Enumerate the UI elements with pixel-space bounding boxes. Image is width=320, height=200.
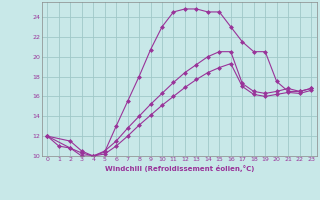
- X-axis label: Windchill (Refroidissement éolien,°C): Windchill (Refroidissement éolien,°C): [105, 165, 254, 172]
